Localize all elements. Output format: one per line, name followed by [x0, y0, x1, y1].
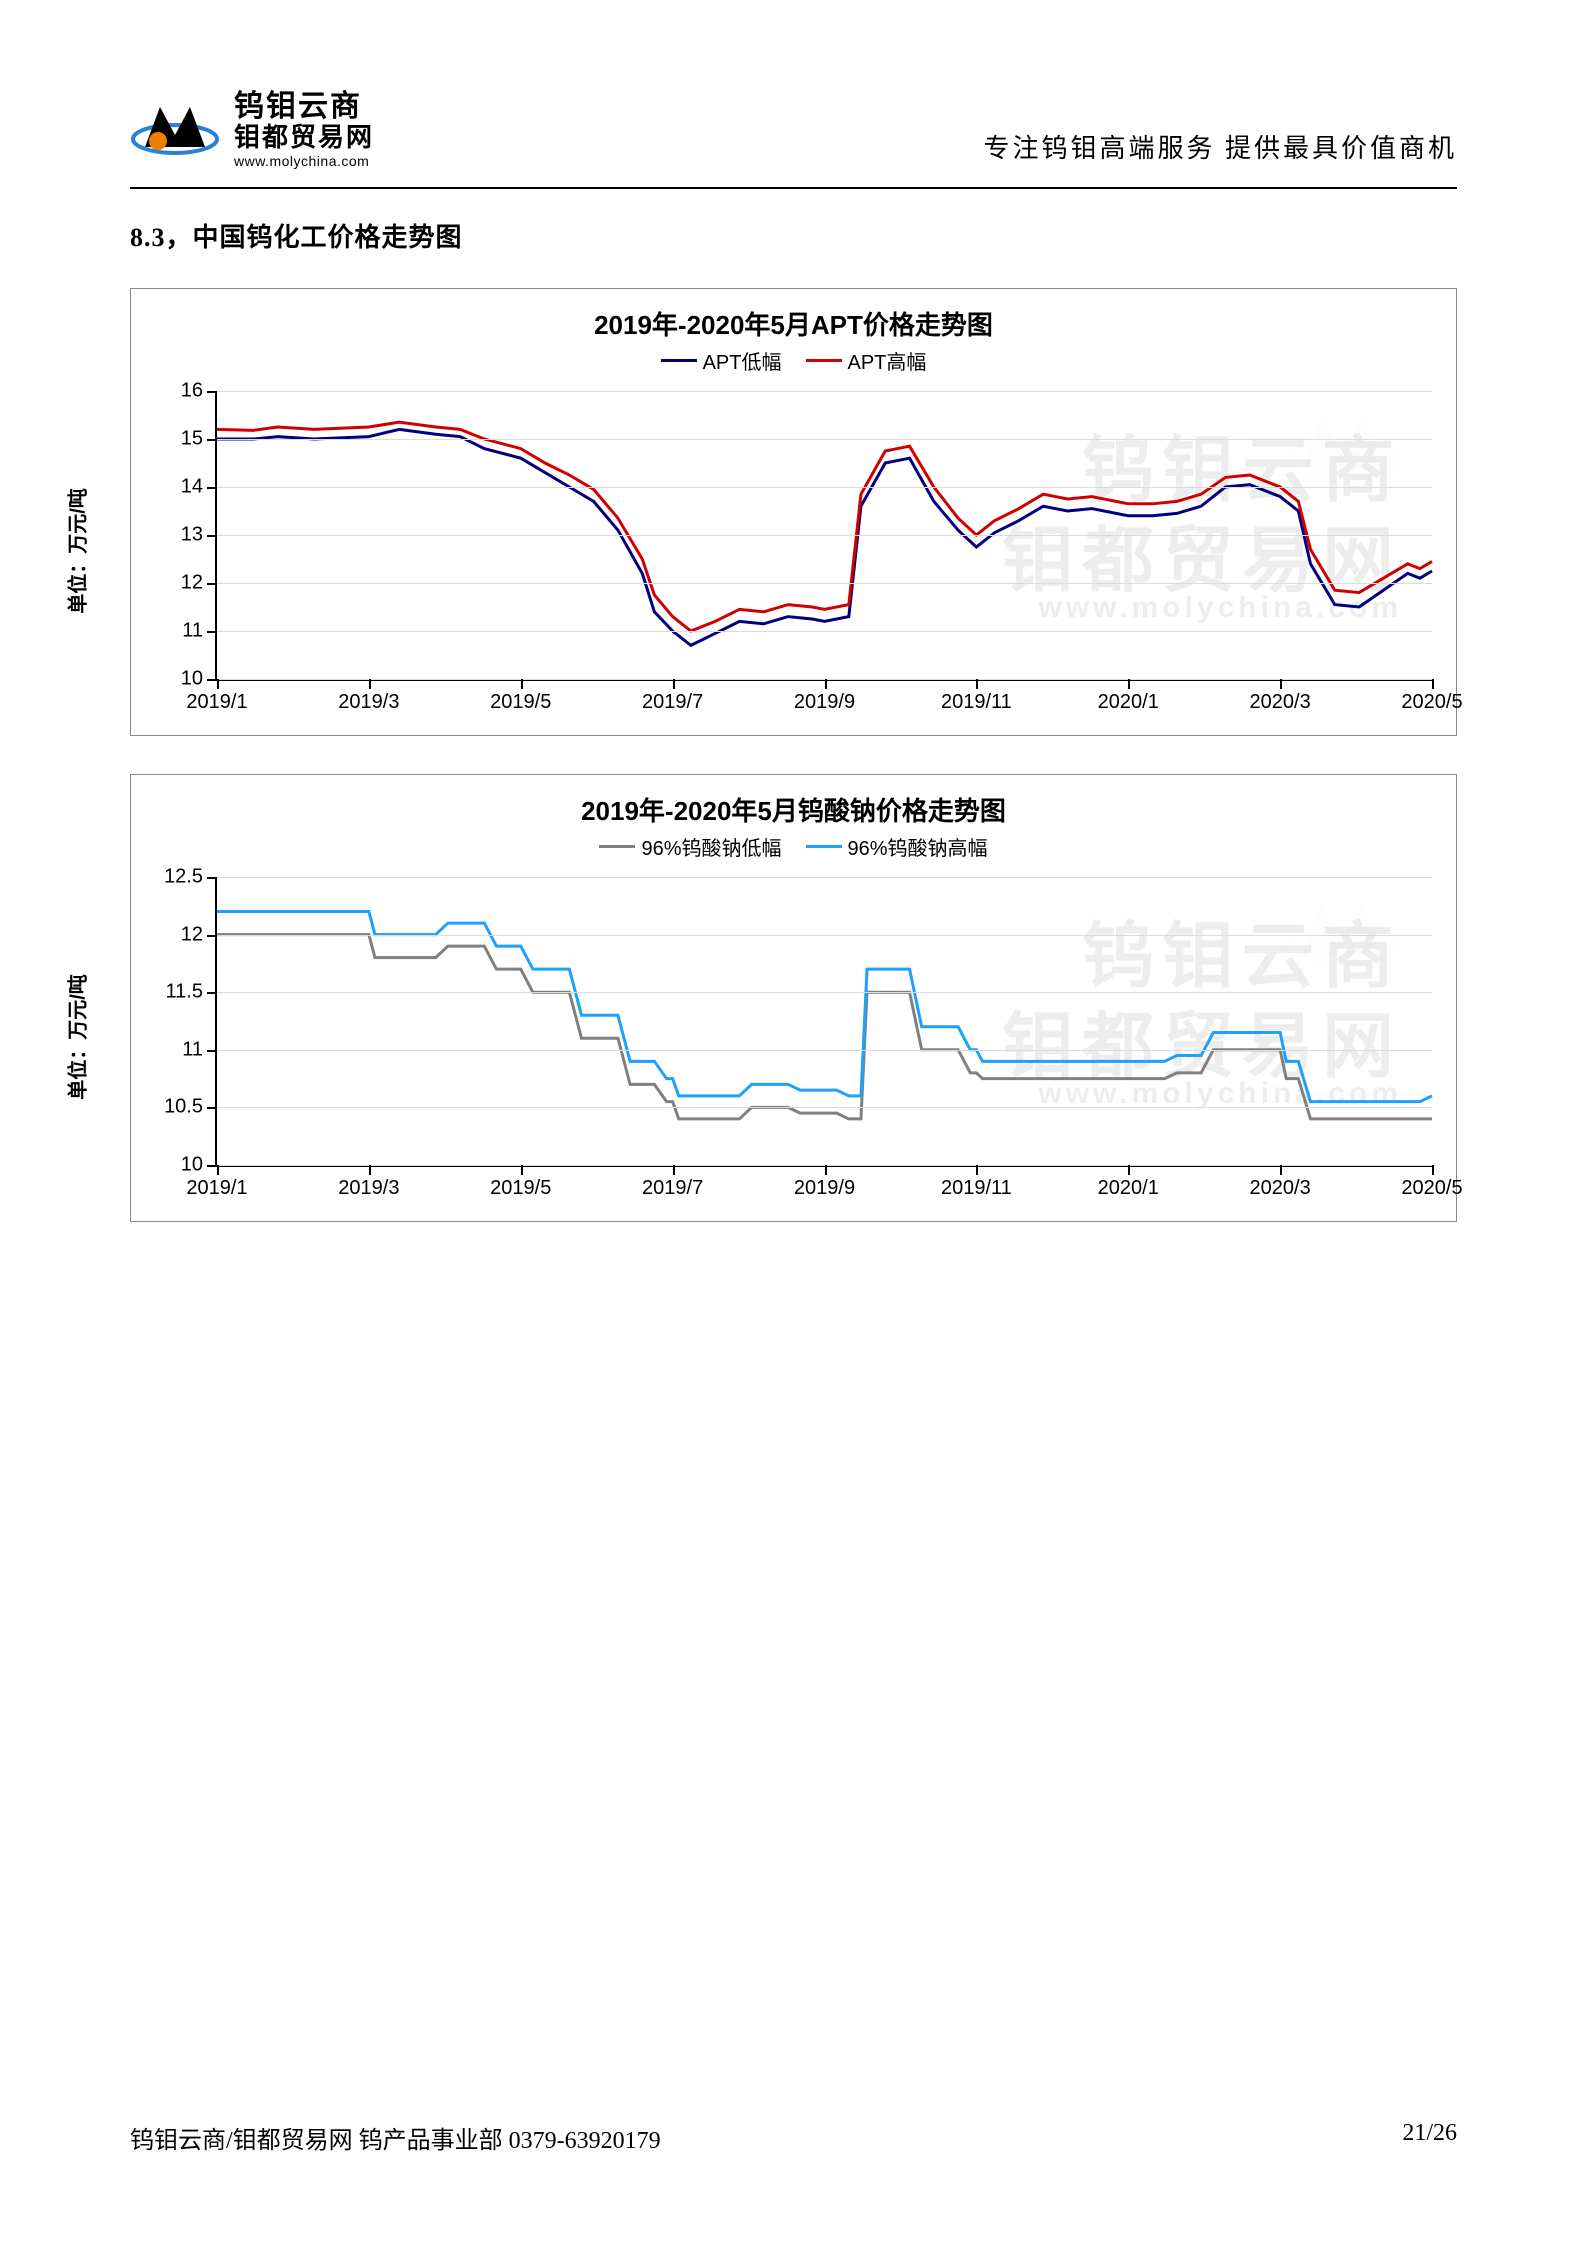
- footer-left: 钨钼云商/钼都贸易网 钨产品事业部 0379-63920179: [130, 2120, 661, 2155]
- ytick-label: 11.5: [166, 981, 217, 1004]
- xtick-label: 2019/7: [642, 679, 703, 714]
- xtick-label: 2019/3: [338, 1165, 399, 1200]
- xtick-label: 2019/1: [186, 679, 247, 714]
- footer-page: 21/26: [1402, 2120, 1457, 2155]
- xtick-label: 2019/1: [186, 1165, 247, 1200]
- chart-2-axes: 钨钼云商 钼都贸易网 www.molychina.com 1010.51111.…: [215, 877, 1432, 1167]
- legend-label-low-2: 96%钨酸钠低幅: [641, 832, 781, 861]
- ytick-label: 12: [181, 923, 217, 946]
- xtick-label: 2019/9: [794, 679, 855, 714]
- logo-icon: [130, 97, 220, 161]
- xtick-label: 2019/5: [490, 679, 551, 714]
- ytick-label: 12: [181, 571, 217, 594]
- section-title: 8.3，中国钨化工价格走势图: [130, 217, 1457, 254]
- logo-url: www.molychina.com: [234, 154, 374, 169]
- legend-swatch-low: [661, 359, 697, 362]
- xtick-label: 2020/5: [1401, 1165, 1462, 1200]
- chart-1-axes: 钨钼云商 钼都贸易网 www.molychina.com 10111213141…: [215, 391, 1432, 681]
- xtick-label: 2020/1: [1098, 679, 1159, 714]
- xtick-label: 2020/5: [1401, 679, 1462, 714]
- chart-1-ylabel: 单位：万元/吨: [62, 488, 91, 614]
- xtick-label: 2020/1: [1098, 1165, 1159, 1200]
- logo-line2: 钼都贸易网: [234, 123, 374, 152]
- chart-2-ylabel: 单位：万元/吨: [62, 974, 91, 1100]
- legend-item-high-2: 96%钨酸钠高幅: [806, 832, 988, 861]
- document-page: 钨钼云商 钼都贸易网 www.molychina.com 专注钨钼高端服务 提供…: [0, 0, 1587, 2245]
- xtick-label: 2019/5: [490, 1165, 551, 1200]
- legend-item-low: APT低幅: [661, 346, 782, 375]
- legend-swatch-high: [806, 359, 842, 362]
- ytick-label: 14: [181, 475, 217, 498]
- chart-1-legend: APT低幅 APT高幅: [145, 346, 1442, 375]
- ytick-label: 16: [181, 379, 217, 402]
- legend-swatch-low-2: [599, 845, 635, 848]
- ytick-label: 11: [182, 619, 217, 642]
- logo-block: 钨钼云商 钼都贸易网 www.molychina.com: [130, 90, 374, 169]
- ytick-label: 13: [181, 523, 217, 546]
- ytick-label: 12.5: [164, 865, 217, 888]
- chart-2-legend: 96%钨酸钠低幅 96%钨酸钠高幅: [145, 832, 1442, 861]
- xtick-label: 2019/7: [642, 1165, 703, 1200]
- xtick-label: 2019/9: [794, 1165, 855, 1200]
- legend-label-low: APT低幅: [703, 346, 782, 375]
- chart-2-frame: 2019年-2020年5月钨酸钠价格走势图 96%钨酸钠低幅 96%钨酸钠高幅 …: [130, 774, 1457, 1222]
- chart-2-area: 单位：万元/吨 钨钼云商 钼都贸易网 www.molychina.com 101…: [145, 867, 1442, 1207]
- xtick-label: 2019/3: [338, 679, 399, 714]
- chart-1-title: 2019年-2020年5月APT价格走势图: [145, 305, 1442, 342]
- page-footer: 钨钼云商/钼都贸易网 钨产品事业部 0379-63920179 21/26: [130, 2120, 1457, 2155]
- ytick-label: 15: [181, 427, 217, 450]
- xtick-label: 2020/3: [1250, 679, 1311, 714]
- xtick-label: 2020/3: [1250, 1165, 1311, 1200]
- chart-1-area: 单位：万元/吨 钨钼云商 钼都贸易网 www.molychina.com 101…: [145, 381, 1442, 721]
- xtick-label: 2019/11: [941, 679, 1012, 714]
- legend-item-low-2: 96%钨酸钠低幅: [599, 832, 781, 861]
- chart-2-title: 2019年-2020年5月钨酸钠价格走势图: [145, 791, 1442, 828]
- xtick-label: 2019/11: [941, 1165, 1012, 1200]
- header-tagline: 专注钨钼高端服务 提供最具价值商机: [983, 128, 1457, 169]
- legend-label-high: APT高幅: [848, 346, 927, 375]
- ytick-label: 11: [182, 1038, 217, 1061]
- legend-swatch-high-2: [806, 845, 842, 848]
- legend-label-high-2: 96%钨酸钠高幅: [848, 832, 988, 861]
- chart-1-frame: 2019年-2020年5月APT价格走势图 APT低幅 APT高幅 单位：万元/…: [130, 288, 1457, 736]
- logo-line1: 钨钼云商: [234, 90, 374, 123]
- chart-2-series: [217, 877, 1432, 1165]
- page-header: 钨钼云商 钼都贸易网 www.molychina.com 专注钨钼高端服务 提供…: [130, 90, 1457, 189]
- ytick-label: 10.5: [164, 1096, 217, 1119]
- logo-text: 钨钼云商 钼都贸易网 www.molychina.com: [234, 90, 374, 169]
- legend-item-high: APT高幅: [806, 346, 927, 375]
